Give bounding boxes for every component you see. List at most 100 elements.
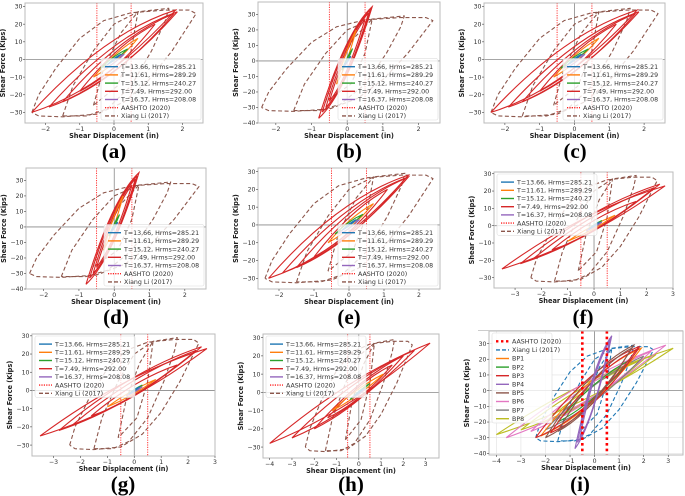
axes-frame [257,1,441,124]
x-tick-label: −2 [39,292,48,299]
xiang-li-2017-loop [29,182,200,278]
x-tick-label: −2 [274,292,283,299]
legend-box [103,224,205,287]
legend: T=13.66, Hrms=285.21T=11.61, Hrms=289.29… [496,173,598,236]
x-axis-label: Shear Displacement (in) [304,298,394,306]
x-tick-label: 1 [382,292,386,299]
y-tick-label: −10 [478,240,491,247]
y-tick-label: −20 [468,92,481,99]
legend-entry-label: T=16.37, Hrms=208.08 [357,263,433,270]
series-loop-t-7-49 [291,349,415,439]
y-tick-label: 30 [484,171,492,178]
legend-entry-label: AASHTO (2020) [286,382,335,389]
legend-entry-label: Xiang Li (2017) [583,113,631,120]
x-tick-label: −1 [535,126,544,133]
y-tick-label: 20 [15,21,23,28]
legend-box [562,58,664,121]
x-tick-label: −1 [563,291,572,298]
y-tick-label: −40 [242,120,255,127]
series-loop-bp6 [530,350,652,432]
x-tick-label: 2 [645,291,649,298]
legend-entry-label: T=7.49, Hrms=292.00 [54,366,126,373]
x-tick-label: −1 [309,292,318,299]
x-tick-label: 3 [424,461,428,468]
legend-entry-label: AASHTO (2020) [358,105,407,112]
x-tick-label: 1 [618,291,622,298]
xiang-li-2017-loop [293,15,405,112]
x-tick-label: 0 [573,126,577,133]
y-tick-label: 0 [478,57,482,64]
y-tick-label: 10 [484,206,492,213]
x-tick-label: 1 [617,458,621,465]
y-tick-label: 0 [257,390,261,397]
y-tick-label: −10 [473,404,486,411]
y-tick-label: −20 [16,424,29,431]
legend-entry-label: BP6 [512,399,524,406]
x-tick-label: −1 [75,126,84,133]
y-tick-label: 30 [479,341,487,348]
series-loop-t-7-49 [313,355,404,430]
legend-entry-label: T=15.12, Hrms=240.27 [120,80,196,87]
legend-entry-label: T=15.12, Hrms=240.27 [357,80,433,87]
legend-entry-label: Xiang Li (2017) [55,391,103,398]
axes-frame [262,333,440,459]
series-loop-bp5 [545,343,636,439]
legend-entry-label: AASHTO (2020) [358,271,407,278]
legend-entry-label: T=13.66, Hrms=285.21 [285,341,361,348]
x-tick-label: −2 [541,458,550,465]
series-loop-t-7-49 [313,188,388,258]
legend-entry-label: T=7.49, Hrms=292.00 [357,89,429,96]
legend-entry-label: T=7.49, Hrms=292.00 [120,89,192,96]
legend-entry-label: Xiang Li (2017) [121,113,169,120]
legend-entry-label: BP7 [512,407,524,414]
legend-entry-label: T=13.66, Hrms=285.21 [516,179,592,186]
legend-box [337,58,439,121]
x-tick-label: 0 [132,459,136,466]
y-tick-label: −10 [242,74,255,81]
y-tick-label: 20 [484,188,492,195]
legend-entry-label: T=16.37, Hrms=208.08 [123,263,199,270]
y-tick-label: −40 [10,286,23,293]
y-tick-label: −30 [468,110,481,117]
legend-entry-label: T=13.66, Hrms=285.21 [357,230,433,237]
legend: T=13.66, Hrms=285.21T=11.61, Hrms=289.29… [103,224,205,287]
plot-area [25,3,203,123]
x-tick-label: −2 [500,126,509,133]
x-tick-label: −4 [265,461,274,468]
legend-entry-label: T=13.66, Hrms=285.21 [357,64,433,71]
y-tick-label: 30 [248,169,256,176]
y-axis-label: Shear Force (Kips) [232,194,240,263]
xiang-li-2017-loop [490,9,659,118]
series-loop-t-7-49 [31,8,178,113]
series-loop-t-7-49 [268,173,411,279]
x-axis-label: Shear Displacement (in) [79,465,169,473]
legend-entry-label: BP3 [512,373,524,380]
x-tick-label: 0 [593,458,597,465]
y-tick-label: 20 [16,193,24,200]
legend-entry-label: T=11.61, Hrms=289.29 [357,72,433,79]
y-tick-label: −30 [247,444,260,451]
panel-label: (f) [572,305,594,329]
legend-entry-label: Xiang Li (2017) [358,113,406,120]
x-tick-label: 0 [347,292,351,299]
panel-label: (c) [563,139,587,163]
x-tick-label: 1 [381,126,385,133]
legend: T=13.66, Hrms=285.21T=11.61, Hrms=289.29… [100,58,202,121]
y-tick-label: 10 [15,39,23,46]
x-axis-label: Shear Displacement (in) [69,132,159,140]
legend-entry-label: T=7.49, Hrms=292.00 [285,366,357,373]
x-tick-label: −2 [41,126,50,133]
x-tick-label: 2 [183,292,187,299]
panel-label: (h) [338,472,364,496]
y-tick-label: 10 [253,371,261,378]
series-loop-bp4 [574,335,613,450]
x-tick-label: −1 [74,292,83,299]
x-axis-label: Shear Displacement (in) [539,297,629,305]
x-tick-label: −2 [76,459,85,466]
y-tick-label: −10 [16,406,29,413]
y-tick-label: 10 [248,204,256,211]
legend-entry-label: T=13.66, Hrms=285.21 [54,341,130,348]
y-tick-label: −30 [242,105,255,112]
